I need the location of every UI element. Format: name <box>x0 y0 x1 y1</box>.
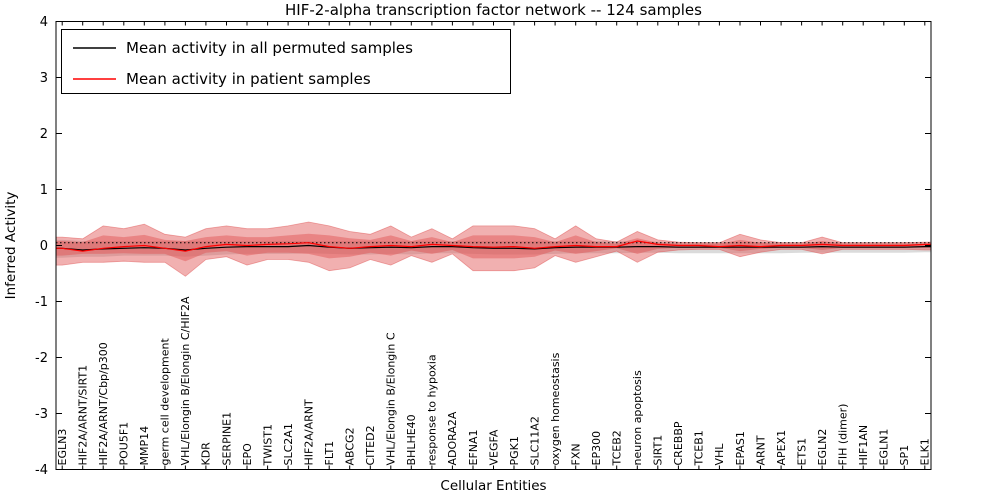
x-category-label: SIRT1 <box>652 435 665 466</box>
x-category-label: BHLHE40 <box>405 414 418 465</box>
x-category-label: MMP14 <box>138 426 151 466</box>
x-category-label: CREBBP <box>672 421 685 465</box>
x-category-label: response to hypoxia <box>426 354 439 465</box>
x-category-label: VEGFA <box>487 429 500 465</box>
x-category-label: germ cell development <box>159 338 172 466</box>
x-category-label: VHL/Elongin B/Elongin C/HIF2A <box>179 296 192 466</box>
x-category-label: HIF1AN <box>857 425 870 466</box>
x-category-label: TWIST1 <box>261 424 274 467</box>
x-category-label: EFNA1 <box>467 429 480 465</box>
x-category-label: KDR <box>200 442 213 466</box>
y-tick-label: -3 <box>35 407 48 422</box>
x-category-label: SLC2A1 <box>282 423 295 465</box>
x-category-label: HIF2A/ARNT/Cbp/p300 <box>97 342 110 465</box>
y-tick-label: 0 <box>40 239 48 254</box>
y-tick-label: -4 <box>35 463 48 478</box>
x-category-label: EP300 <box>590 431 603 466</box>
x-category-label: neuron apoptosis <box>631 370 644 465</box>
x-category-label: ABCG2 <box>344 427 357 465</box>
y-tick-label: 2 <box>40 127 48 142</box>
y-tick-label: 3 <box>40 71 48 86</box>
x-category-label: ARNT <box>754 435 767 465</box>
y-tick-label: 4 <box>40 15 48 30</box>
chart-title: HIF-2-alpha transcription factor network… <box>285 1 702 19</box>
x-category-label: TCEB1 <box>693 430 706 466</box>
x-category-label: EGLN2 <box>816 429 829 466</box>
x-category-label: SLC11A2 <box>528 416 541 465</box>
x-category-label: SERPINE1 <box>220 412 233 466</box>
x-category-label: FLT1 <box>323 441 336 466</box>
x-category-label: FIH (dimer) <box>837 404 850 466</box>
x-axis-label: Cellular Entities <box>440 478 546 494</box>
y-tick-label: -1 <box>35 295 48 310</box>
x-category-label: EGLN3 <box>56 429 69 466</box>
x-category-label: ELK1 <box>919 438 932 465</box>
legend: Mean activity in all permuted samples Me… <box>61 29 511 94</box>
legend-label-patient: Mean activity in patient samples <box>126 70 371 88</box>
x-category-label: ADORA2A <box>446 411 459 465</box>
x-category-label: VHL/Elongin B/Elongin C <box>385 332 398 465</box>
y-axis-label: Inferred Activity <box>3 192 19 300</box>
x-category-label: CITED2 <box>364 425 377 465</box>
patient-mean-line <box>56 240 931 252</box>
x-category-label: VHL <box>713 443 726 466</box>
x-category-label: TCEB2 <box>611 430 624 466</box>
x-category-label: EGLN1 <box>878 429 891 466</box>
x-category-label: APEX1 <box>775 430 788 466</box>
x-category-label: SP1 <box>898 445 911 466</box>
y-tick-label: -2 <box>35 351 48 366</box>
x-category-label: oxygen homeostasis <box>549 352 562 465</box>
x-category-label: EPAS1 <box>734 431 747 465</box>
x-category-label: POU5F1 <box>118 422 131 466</box>
y-tick-label: 1 <box>40 183 48 198</box>
x-category-label: EPO <box>241 443 254 466</box>
legend-box <box>61 29 511 94</box>
x-category-label: HIF2A/ARNT/SIRT1 <box>77 365 90 466</box>
x-category-label: PGK1 <box>508 436 521 465</box>
x-category-label: FXN <box>570 443 583 465</box>
x-category-label: HIF2A/ARNT <box>302 399 315 465</box>
x-category-label: ETS1 <box>795 438 808 466</box>
plot-area: 4 3 2 1 0 -1 -2 -3 -4 EGLN3 HIF2A/ARNT/SIRT1 HIF2A/… <box>35 15 932 478</box>
legend-label-permuted: Mean activity in all permuted samples <box>126 39 413 57</box>
